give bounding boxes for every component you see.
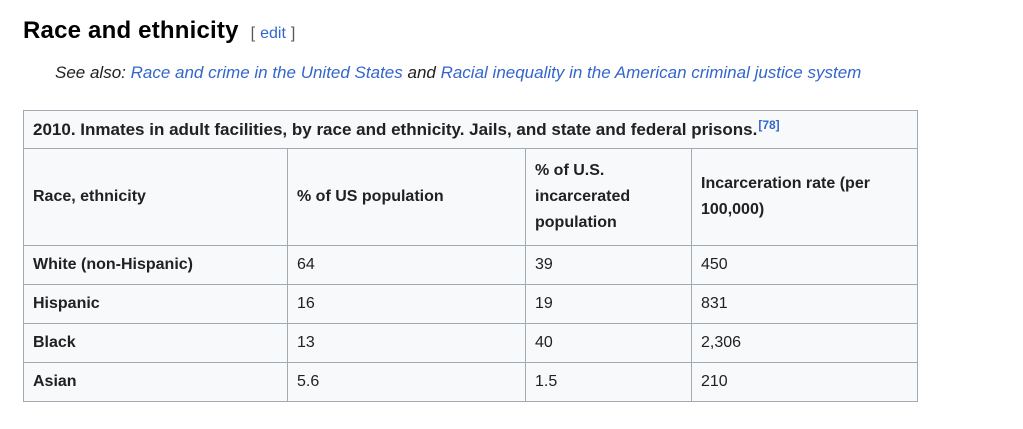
see-also-link-racial-inequality[interactable]: Racial inequality in the American crimin…: [440, 63, 862, 82]
cell-pct-incarcerated: 1.5: [525, 362, 692, 402]
edit-close-bracket: ]: [290, 25, 296, 42]
cell-pct-incarcerated: 39: [525, 245, 692, 285]
table-row-hispanic: Hispanic 16 19 831: [23, 284, 919, 324]
column-header-race-ethnicity: Race, ethnicity: [23, 148, 288, 246]
table-header-row: Race, ethnicity % of US population % of …: [23, 148, 919, 246]
table-row-white: White (non-Hispanic) 64 39 450: [23, 245, 919, 285]
cell-incarceration-rate: 450: [690, 245, 919, 285]
reference-link-78[interactable]: [78]: [758, 117, 780, 132]
section-heading-line: Race and ethnicity [edit]: [23, 17, 1023, 45]
table-caption-row: 2010. Inmates in adult facilities, by ra…: [22, 110, 919, 149]
cell-pct-incarcerated: 40: [525, 323, 692, 363]
cell-pct-us-population: 13: [287, 323, 526, 363]
cell-pct-us-population: 16: [287, 284, 526, 324]
cell-incarceration-rate: 831: [690, 284, 919, 324]
cell-pct-us-population: 64: [287, 245, 526, 285]
cell-incarceration-rate: 210: [690, 362, 919, 402]
cell-incarceration-rate: 2,306: [690, 323, 919, 363]
see-also-prefix: See also:: [55, 63, 131, 82]
incarceration-table: 2010. Inmates in adult facilities, by ra…: [22, 110, 919, 402]
edit-link[interactable]: edit: [260, 25, 286, 42]
section-edit-控: [edit]: [251, 26, 296, 42]
cell-race: Asian: [23, 362, 288, 402]
column-header-pct-us-population: % of US population: [287, 148, 526, 246]
cell-race: White (non-Hispanic): [23, 245, 288, 285]
table-caption-text: 2010. Inmates in adult facilities, by ra…: [33, 119, 758, 139]
cell-pct-us-population: 5.6: [287, 362, 526, 402]
column-header-incarceration-rate: Incarceration rate (per 100,000): [690, 148, 919, 246]
cell-race: Black: [23, 323, 288, 363]
column-header-pct-incarcerated: % of U.S. incarcerated population: [525, 148, 692, 246]
cell-race: Hispanic: [23, 284, 288, 324]
cell-pct-incarcerated: 19: [525, 284, 692, 324]
see-also-link-race-and-crime[interactable]: Race and crime in the United States: [130, 63, 403, 82]
see-also-line: See also: Race and crime in the United S…: [55, 62, 1023, 83]
edit-open-bracket: [: [250, 25, 256, 42]
page-title: Race and ethnicity: [23, 17, 239, 44]
table-row-asian: Asian 5.6 1.5 210: [23, 362, 919, 402]
table-caption: 2010. Inmates in adult facilities, by ra…: [22, 110, 919, 149]
see-also-conjunction: and: [402, 63, 441, 82]
table-row-black: Black 13 40 2,306: [23, 323, 919, 363]
